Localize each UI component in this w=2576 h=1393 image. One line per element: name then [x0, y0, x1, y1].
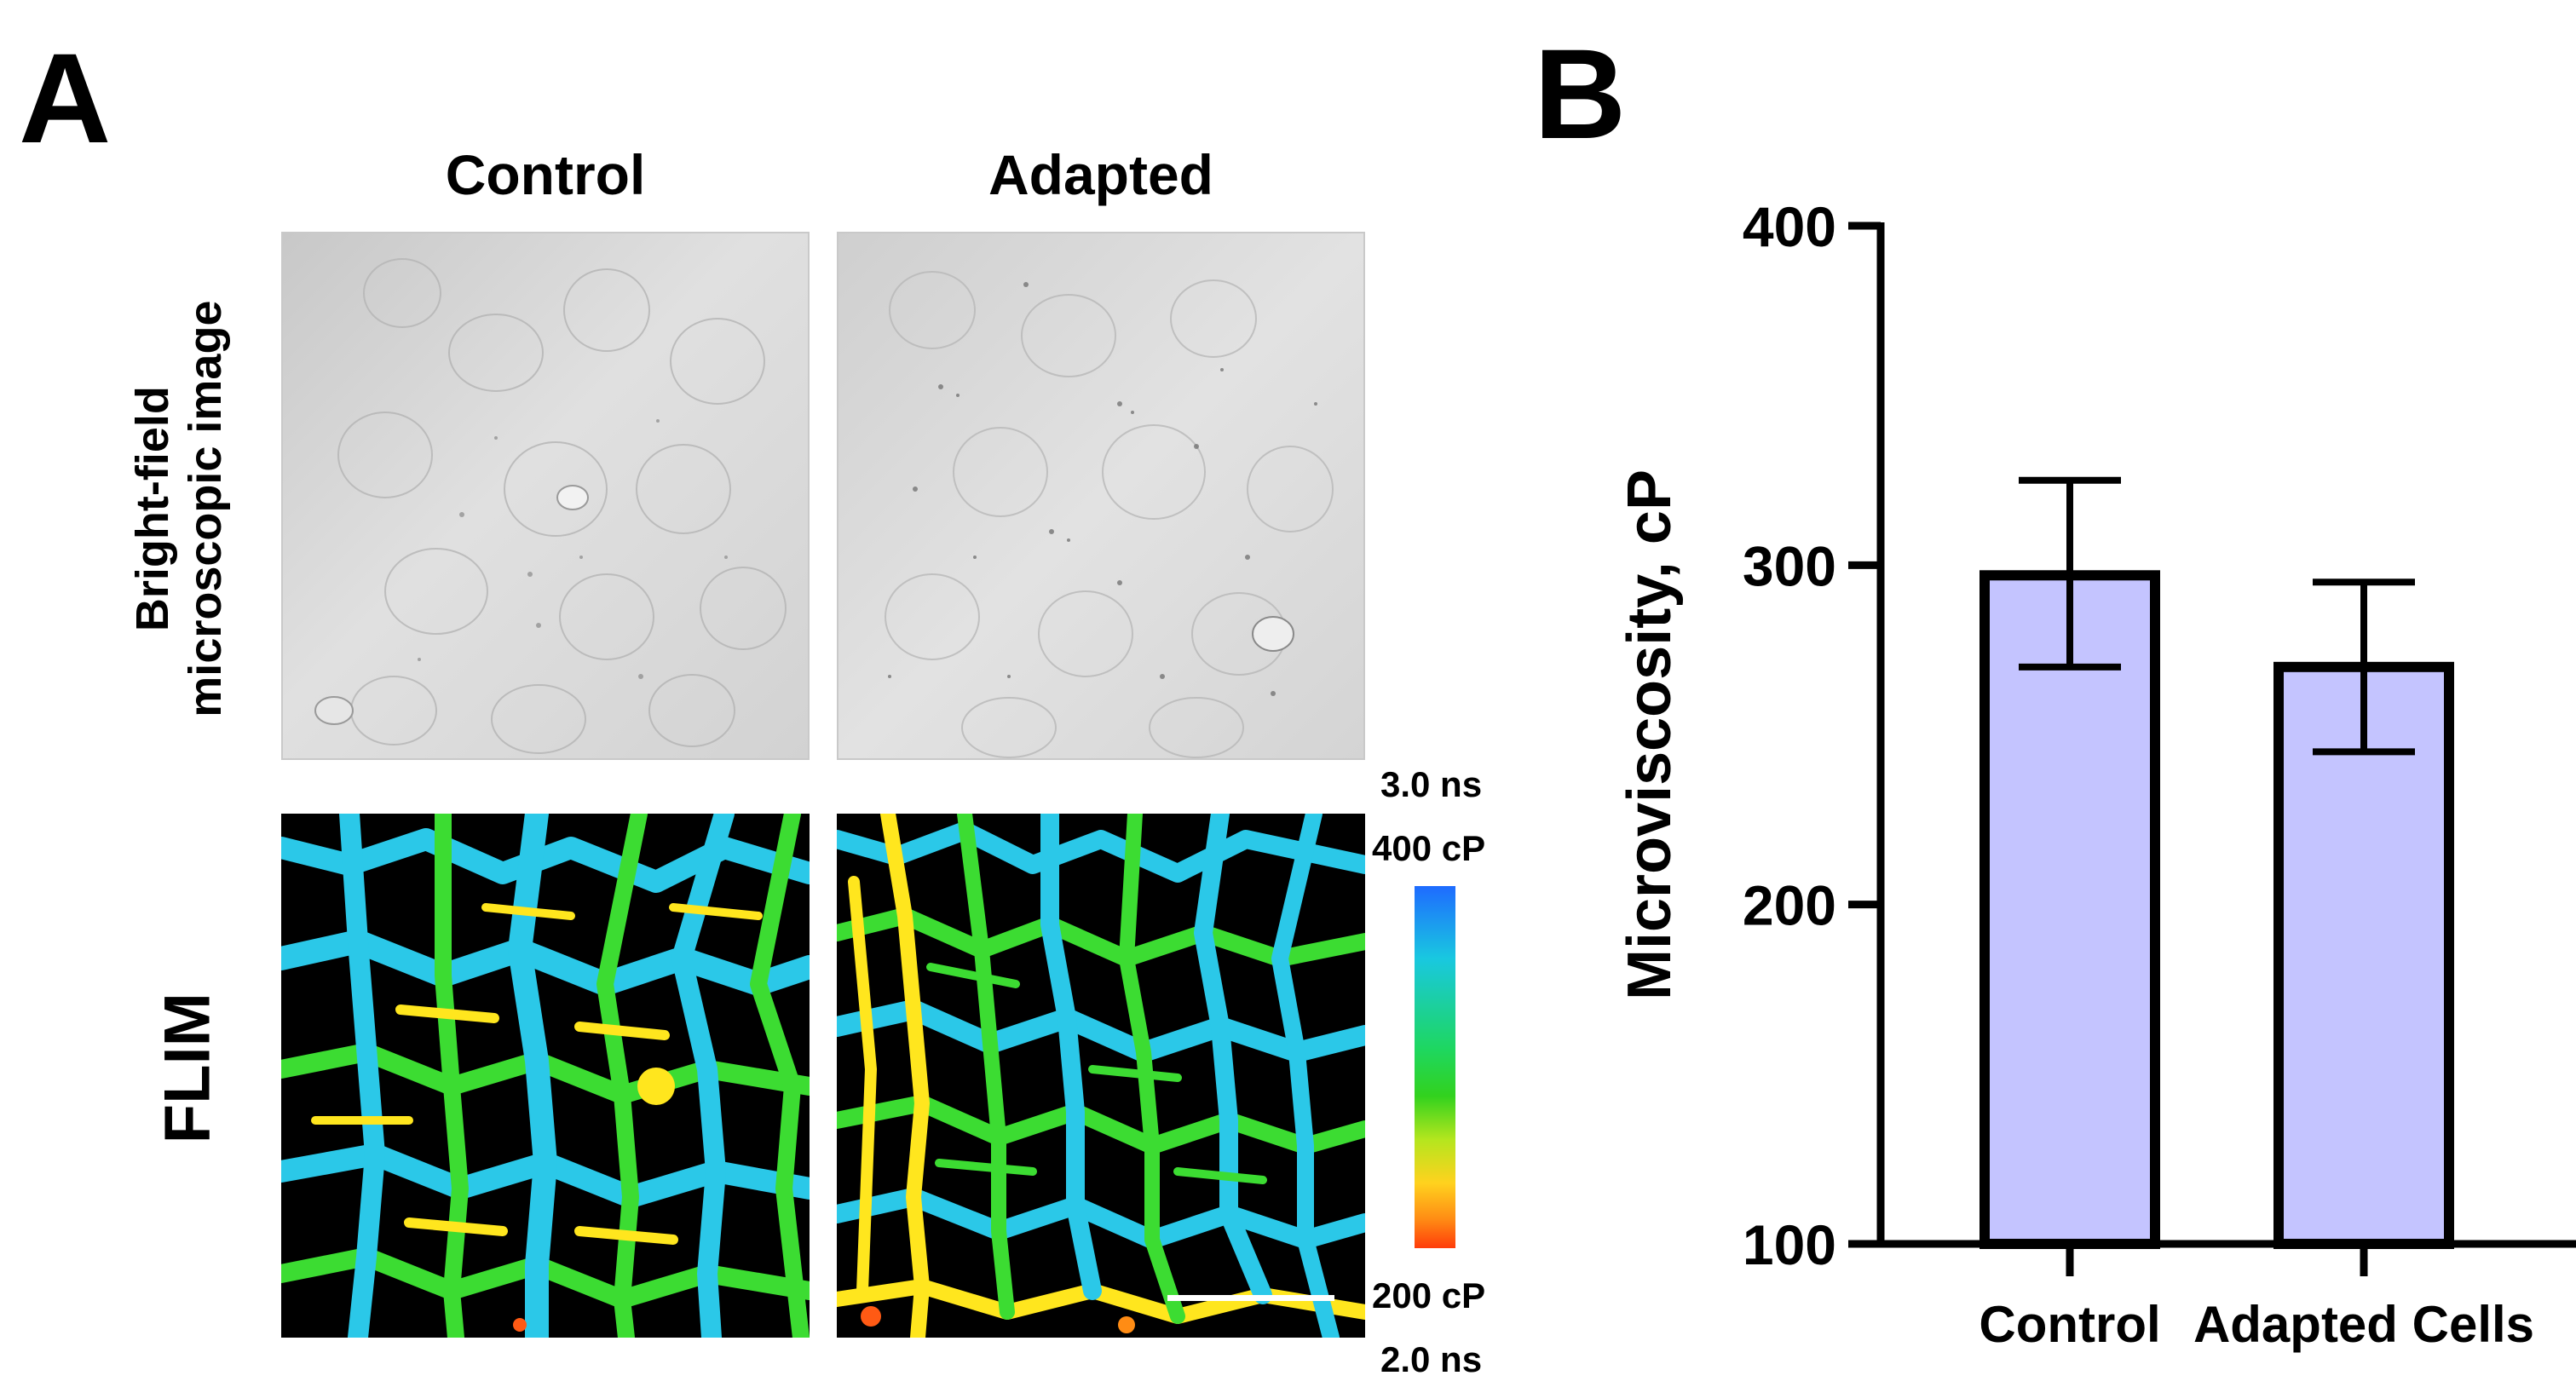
x-axis: Control Adapted Cells: [1877, 1240, 2576, 1353]
y-tick-label: 200: [1743, 874, 1836, 937]
y-tick-label: 100: [1743, 1213, 1836, 1276]
row-label-brightfield: Bright-field microscopic image: [72, 260, 285, 737]
colorbar-top-viscosity-label: 400 cP: [1372, 828, 1486, 868]
y-axis: 100 200 300 400: [1743, 195, 1885, 1276]
bars: [1980, 476, 2454, 1249]
microviscosity-bar-chart: 100 200 300 400 Control Adapted Cells Microv…: [1616, 195, 2576, 1353]
panel-a-letter: A: [19, 26, 112, 170]
panel-b-letter: B: [1534, 22, 1627, 165]
row-label-brightfield-line2: microscopic image: [180, 300, 231, 717]
colorbar: [1415, 886, 1455, 1248]
colorbar-bottom-viscosity-label: 200 cP: [1372, 1275, 1486, 1315]
row-label-flim: FLIM: [102, 937, 273, 1193]
colorbar-bottom-time-label: 2.0 ns: [1380, 1339, 1483, 1379]
colorbar-top-time-label: 3.0 ns: [1380, 764, 1483, 804]
y-tick-label: 300: [1743, 534, 1836, 597]
column-title-control: Control: [445, 143, 646, 206]
bar-0: [1980, 570, 2160, 1249]
flim-image-control: [281, 814, 810, 1338]
scale-bar: [1167, 1295, 1334, 1301]
x-tick-label: Control: [1979, 1296, 2160, 1353]
y-tick-label: 400: [1743, 195, 1836, 258]
flim-image-adapted: [837, 814, 1365, 1338]
y-axis-label: Microviscosity, cP: [1616, 469, 1684, 1000]
row-label-flim-text: FLIM: [151, 993, 224, 1144]
x-tick-label: Adapted Cells: [2193, 1296, 2534, 1353]
column-title-adapted: Adapted: [988, 143, 1213, 206]
brightfield-image-control: [281, 232, 810, 760]
bar-1: [2273, 661, 2454, 1249]
brightfield-image-adapted: [837, 232, 1365, 760]
row-label-brightfield-line1: Bright-field: [126, 386, 178, 632]
